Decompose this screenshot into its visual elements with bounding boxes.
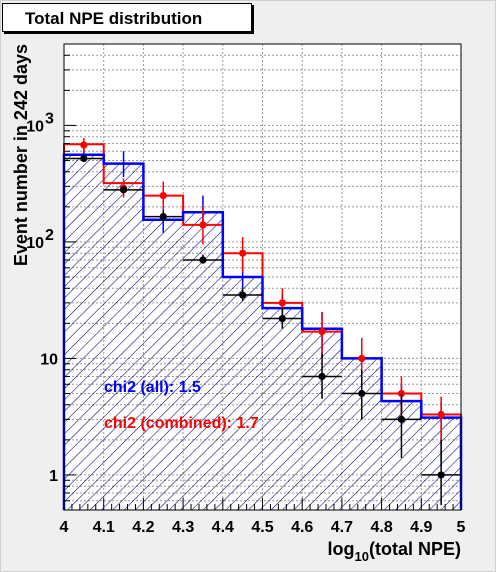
black-point xyxy=(397,415,406,423)
red-point xyxy=(437,410,445,419)
black-point xyxy=(199,256,207,264)
black-point xyxy=(318,372,326,381)
black-point xyxy=(437,471,445,479)
black-points xyxy=(64,154,461,506)
y-tick-label: 10 xyxy=(26,235,44,252)
y-tick-label: 1 xyxy=(49,468,58,485)
chi2-combined-label: chi2 (combined): 1.7 xyxy=(104,415,259,432)
y-tick-label-exponent: 3 xyxy=(45,110,54,127)
black-point xyxy=(80,154,88,163)
chart-title-box: Total NPE distribution xyxy=(2,3,252,32)
x-axis-title: log10(total NPE) xyxy=(328,539,461,564)
chi2-all-label: chi2 (all): 1.5 xyxy=(104,379,201,396)
red-point xyxy=(318,327,326,336)
x-tick-label: 5 xyxy=(457,519,466,536)
red-point xyxy=(239,249,247,257)
blue-histogram-fill xyxy=(64,154,461,510)
y-axis-title: Event number in 242 days xyxy=(11,44,31,266)
x-tick-label: 4.7 xyxy=(331,519,353,536)
x-tick-label: 4.2 xyxy=(132,519,154,536)
x-tick-label: 4.8 xyxy=(370,519,392,536)
x-tick-label: 4.1 xyxy=(93,519,115,536)
y-tick-label: 10 xyxy=(40,351,58,368)
red-point xyxy=(199,221,207,229)
x-tick-label: 4.4 xyxy=(212,519,234,536)
x-tick-label: 4.6 xyxy=(291,519,313,536)
black-point xyxy=(239,291,247,299)
x-tick-label: 4 xyxy=(60,519,69,536)
red-point xyxy=(358,354,366,363)
x-tick-label: 4.5 xyxy=(251,519,273,536)
black-point xyxy=(159,212,167,221)
red-point xyxy=(80,141,88,149)
red-point xyxy=(159,191,167,200)
axis-ticks xyxy=(63,54,462,510)
red-points xyxy=(80,138,445,440)
chart-title: Total NPE distribution xyxy=(25,9,203,28)
black-point xyxy=(119,186,128,194)
x-tick-label: 4.3 xyxy=(172,519,194,536)
y-tick-label: 10 xyxy=(26,118,44,135)
black-point xyxy=(358,389,366,398)
red-point xyxy=(278,299,286,307)
x-tick-label: 4.9 xyxy=(410,519,432,536)
black-point xyxy=(278,314,286,323)
y-tick-label-exponent: 2 xyxy=(45,227,54,244)
